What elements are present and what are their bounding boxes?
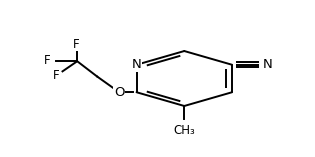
Text: N: N bbox=[263, 58, 273, 71]
Text: F: F bbox=[73, 38, 80, 51]
Text: CH₃: CH₃ bbox=[173, 124, 195, 137]
Text: F: F bbox=[43, 54, 50, 67]
Text: N: N bbox=[132, 58, 141, 71]
Text: F: F bbox=[53, 69, 60, 82]
Text: O: O bbox=[114, 86, 124, 99]
